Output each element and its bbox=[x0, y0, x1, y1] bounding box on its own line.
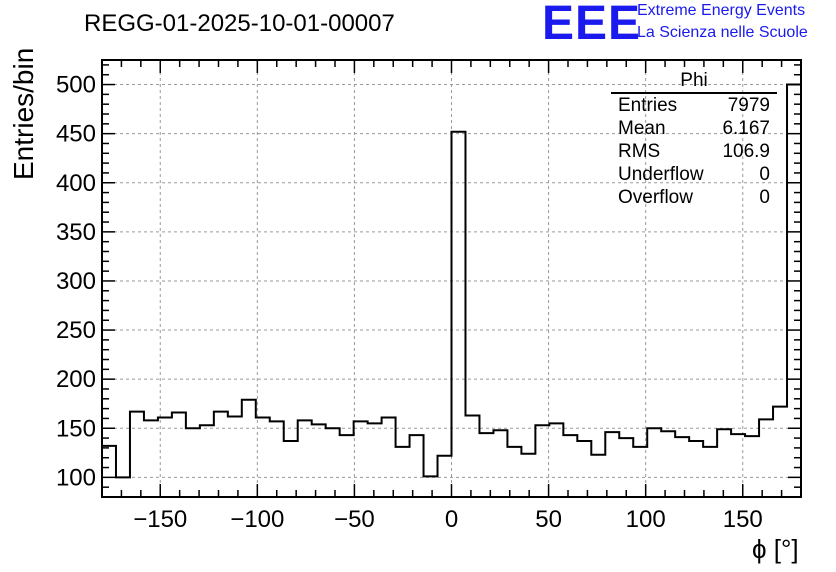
stats-row-underflow: Underflow 0 bbox=[611, 163, 777, 186]
histogram-bin bbox=[507, 447, 521, 497]
histogram-bin bbox=[144, 420, 158, 497]
histogram-bin bbox=[521, 454, 535, 497]
histogram-bin bbox=[410, 435, 424, 497]
histogram-bin bbox=[228, 416, 242, 497]
stats-value: 0 bbox=[759, 163, 770, 186]
logo-line-1: Extreme Energy Events bbox=[637, 2, 805, 20]
stats-row-overflow: Overflow 0 bbox=[611, 186, 777, 209]
x-tick-label: 0 bbox=[445, 506, 458, 533]
histogram-bin bbox=[619, 438, 633, 497]
y-tick-label: 150 bbox=[56, 415, 96, 442]
stats-row-mean: Mean 6.167 bbox=[611, 117, 777, 140]
histogram-bin bbox=[647, 428, 661, 497]
y-tick-label: 300 bbox=[56, 268, 96, 295]
histogram-bin bbox=[717, 429, 731, 497]
y-axis-label: Entries/bin bbox=[8, 48, 40, 180]
x-axis-label: ϕ [°] bbox=[752, 534, 799, 565]
histogram-bin bbox=[382, 417, 396, 497]
y-tick-label: 350 bbox=[56, 219, 96, 246]
histogram-bin bbox=[354, 421, 368, 497]
x-tick-label: −50 bbox=[334, 506, 375, 533]
stats-box: Phi Entries 7979 Mean 6.167 RMS 106.9 Un… bbox=[611, 70, 777, 209]
stats-value: 7979 bbox=[728, 94, 770, 117]
y-tick-label: 400 bbox=[56, 170, 96, 197]
histogram-bin bbox=[438, 456, 452, 497]
y-tick-label: 200 bbox=[56, 366, 96, 393]
stats-value: 106.9 bbox=[722, 140, 770, 163]
histogram-bin bbox=[368, 423, 382, 497]
x-tick-label: −100 bbox=[230, 506, 284, 533]
histogram-bin bbox=[284, 441, 298, 497]
histogram-bin bbox=[452, 132, 466, 497]
x-tick-label: 100 bbox=[626, 506, 666, 533]
histogram-bin bbox=[102, 446, 116, 497]
histogram-bin bbox=[270, 421, 284, 497]
histogram-bin bbox=[186, 428, 200, 497]
histogram-bin bbox=[479, 433, 493, 497]
stats-label: Overflow bbox=[618, 186, 693, 209]
histogram-bin bbox=[340, 435, 354, 497]
histogram-bin bbox=[326, 428, 340, 497]
histogram-bin bbox=[130, 412, 144, 497]
histogram-bin bbox=[493, 430, 507, 497]
eee-logo: EEE bbox=[542, 0, 641, 48]
histogram-bin bbox=[116, 477, 130, 497]
histogram-bin bbox=[591, 455, 605, 497]
stats-label: RMS bbox=[618, 140, 660, 163]
histogram-bin bbox=[605, 432, 619, 497]
histogram-bin bbox=[563, 435, 577, 497]
histogram-bin bbox=[465, 415, 479, 497]
y-tick-label: 500 bbox=[56, 72, 96, 99]
y-tick-label: 100 bbox=[56, 464, 96, 491]
histogram-bin bbox=[703, 447, 717, 497]
histogram-bin bbox=[535, 425, 549, 497]
logo-line-2: La Scienza nelle Scuole bbox=[637, 24, 808, 42]
histogram-bin bbox=[242, 400, 256, 497]
histogram-bin bbox=[549, 423, 563, 497]
histogram-bin bbox=[214, 412, 228, 497]
histogram-bin bbox=[200, 425, 214, 497]
x-tick-label: 50 bbox=[535, 506, 562, 533]
y-tick-label: 250 bbox=[56, 317, 96, 344]
x-tick-label: 150 bbox=[723, 506, 763, 533]
y-tick-label: 450 bbox=[56, 121, 96, 148]
chart-title: REGG-01-2025-10-01-00007 bbox=[84, 10, 395, 38]
histogram-bin bbox=[424, 476, 438, 497]
histogram-bin bbox=[759, 419, 773, 497]
histogram-bin bbox=[298, 420, 312, 497]
histogram-bin bbox=[773, 407, 787, 497]
stats-value: 0 bbox=[759, 186, 770, 209]
stats-label: Mean bbox=[618, 117, 666, 140]
histogram-bin bbox=[689, 441, 703, 497]
stats-label: Entries bbox=[618, 94, 677, 117]
stats-box-title: Phi bbox=[611, 70, 777, 94]
histogram-bin bbox=[396, 447, 410, 497]
stats-value: 6.167 bbox=[722, 117, 770, 140]
histogram-bin bbox=[675, 437, 689, 497]
histogram-bin bbox=[172, 413, 186, 497]
stats-row-entries: Entries 7979 bbox=[611, 94, 777, 117]
histogram-bin bbox=[745, 436, 759, 497]
histogram-bin bbox=[312, 424, 326, 497]
stats-row-rms: RMS 106.9 bbox=[611, 140, 777, 163]
histogram-bin bbox=[661, 431, 675, 497]
x-tick-label: −150 bbox=[133, 506, 187, 533]
stats-label: Underflow bbox=[618, 163, 704, 186]
histogram-bin bbox=[577, 441, 591, 497]
